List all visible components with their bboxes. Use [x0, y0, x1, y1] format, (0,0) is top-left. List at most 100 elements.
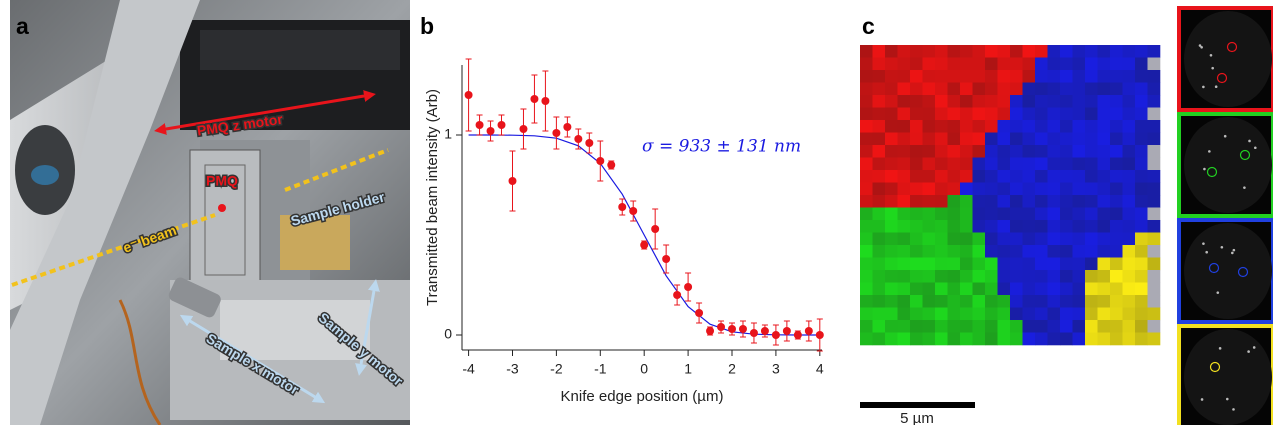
pixel — [997, 157, 1011, 171]
pixel — [935, 282, 948, 296]
pixel — [1022, 57, 1036, 71]
pixel — [1147, 270, 1161, 283]
pixel — [897, 45, 911, 58]
pixel — [985, 220, 998, 233]
pixel — [885, 70, 898, 83]
pixel — [1072, 257, 1086, 271]
pixel — [1110, 195, 1123, 208]
pixel — [872, 257, 886, 271]
data-point — [475, 121, 484, 129]
pixel — [1022, 320, 1036, 333]
pixel — [1085, 332, 1098, 346]
pixel — [1047, 57, 1061, 71]
pixel — [872, 195, 886, 208]
pixel — [1135, 257, 1148, 271]
pixel — [935, 245, 948, 258]
data-point — [497, 121, 506, 129]
pixel — [972, 170, 986, 183]
pixel — [1122, 182, 1136, 196]
pixel — [1047, 95, 1061, 108]
pixel — [1110, 182, 1123, 196]
pixel — [1110, 145, 1123, 158]
pixel — [1085, 82, 1098, 96]
pixel — [1035, 207, 1048, 221]
pixel — [960, 182, 973, 196]
pixel — [922, 157, 936, 171]
pixel — [1060, 270, 1073, 283]
pixel — [985, 120, 998, 133]
pixel — [997, 282, 1011, 296]
pixel — [1047, 307, 1061, 321]
pixel — [1097, 307, 1111, 321]
pixel — [1110, 245, 1123, 258]
pixel — [1122, 282, 1136, 296]
pixel — [1010, 182, 1023, 196]
x-axis-label: Knife edge position (µm) — [561, 388, 724, 405]
pixel — [985, 270, 998, 283]
pixel — [935, 320, 948, 333]
pixel — [1072, 270, 1086, 283]
spot-marker — [1226, 41, 1238, 53]
pixel — [1010, 220, 1023, 233]
pixel — [1072, 132, 1086, 146]
pixel — [885, 132, 898, 146]
spot — [1247, 350, 1250, 353]
pixel — [1147, 82, 1161, 96]
pixel — [1110, 95, 1123, 108]
pixel — [1147, 207, 1161, 221]
pixel — [1060, 57, 1073, 71]
pixel — [1010, 307, 1023, 321]
pixel — [897, 257, 911, 271]
pixel — [1022, 257, 1036, 271]
pixel — [1110, 120, 1123, 133]
pixel — [885, 107, 898, 121]
pixel — [922, 307, 936, 321]
pixel — [1060, 45, 1073, 58]
pixel — [1035, 82, 1048, 96]
pixel — [1060, 170, 1073, 183]
pixel — [1122, 307, 1136, 321]
pixel — [1035, 182, 1048, 196]
pixel — [860, 232, 873, 246]
pixel — [1097, 57, 1111, 71]
pixel — [922, 282, 936, 296]
pixel — [947, 232, 961, 246]
pixel — [960, 45, 973, 58]
pixel — [1097, 232, 1111, 246]
pixel — [885, 95, 898, 108]
pixel — [885, 307, 898, 321]
pixel — [1010, 82, 1023, 96]
pixel — [1110, 320, 1123, 333]
pixel — [922, 170, 936, 183]
pixel — [960, 120, 973, 133]
pixel — [1097, 120, 1111, 133]
pixel — [1047, 232, 1061, 246]
pixel — [1010, 245, 1023, 258]
pixel — [935, 82, 948, 96]
spot — [1232, 408, 1235, 411]
pixel — [1147, 120, 1161, 133]
pixel — [1122, 270, 1136, 283]
pixel — [972, 145, 986, 158]
pixel — [1147, 170, 1161, 183]
pixel — [997, 57, 1011, 71]
spot — [1208, 150, 1211, 153]
data-point — [574, 135, 583, 143]
pixel — [972, 257, 986, 271]
pixel — [1135, 70, 1148, 83]
pixel — [972, 307, 986, 321]
pixel — [922, 82, 936, 96]
data-point — [684, 283, 693, 291]
pixel — [997, 320, 1011, 333]
pixel — [972, 182, 986, 196]
pixel — [972, 132, 986, 146]
pixel — [897, 307, 911, 321]
pixel — [897, 295, 911, 308]
pixel — [910, 220, 923, 233]
pixel — [1072, 232, 1086, 246]
pixel — [1085, 145, 1098, 158]
pixel — [872, 170, 886, 183]
spot — [1198, 44, 1202, 47]
pixel — [985, 132, 998, 146]
pixel — [872, 70, 886, 83]
